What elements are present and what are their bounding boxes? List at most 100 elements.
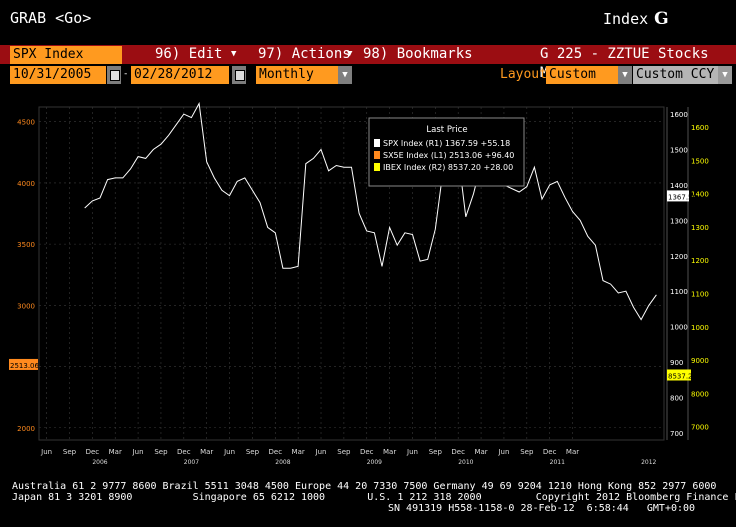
x-tick-label: Mar bbox=[566, 448, 579, 456]
r2-axis-tick-label: 14000 bbox=[691, 191, 709, 199]
actions-dropdown-icon[interactable]: ▼ bbox=[347, 49, 353, 59]
r2-axis-tick-label: 12000 bbox=[691, 257, 709, 265]
r2-axis-tick-label: 15000 bbox=[691, 157, 709, 165]
left-axis-tick-label: 2000 bbox=[17, 425, 35, 433]
x-tick-label: Sep bbox=[337, 448, 351, 456]
legend-swatch bbox=[374, 139, 380, 147]
r1-axis-tick-label: 1400 bbox=[670, 182, 688, 190]
x-tick-label: Sep bbox=[429, 448, 443, 456]
r1-axis-tick-label: 1100 bbox=[670, 288, 688, 296]
x-tick-label: Jun bbox=[223, 448, 235, 456]
layout-label: Layout bbox=[500, 67, 547, 82]
x-tick-label: Mar bbox=[383, 448, 396, 456]
footer-contacts-line2: Japan 81 3 3201 8900 Singapore 65 6212 1… bbox=[12, 492, 736, 503]
x-tick-label: Jun bbox=[315, 448, 327, 456]
actions-menu[interactable]: 97) Actions bbox=[258, 46, 351, 62]
r2-axis-tick-label: 10000 bbox=[691, 324, 709, 332]
legend-box bbox=[368, 117, 525, 187]
currency-select[interactable]: Custom CCY bbox=[633, 66, 718, 84]
spx-last-tag: 1367.59 bbox=[668, 193, 697, 201]
r1-axis-tick-label: 1200 bbox=[670, 253, 688, 261]
bookmarks-menu[interactable]: 98) Bookmarks bbox=[363, 46, 473, 62]
security-field[interactable]: SPX Index bbox=[10, 46, 122, 64]
r2-axis-tick-label: 7000 bbox=[691, 424, 709, 432]
x-tick-label: Dec bbox=[86, 448, 100, 456]
r2-axis-tick-label: 8000 bbox=[691, 390, 709, 398]
legend-title: Last Price bbox=[426, 125, 467, 135]
left-axis-tick-label: 4500 bbox=[17, 119, 35, 127]
legend-entry: IBEX Index (R2) 8537.20 +28.00 bbox=[383, 163, 513, 172]
x-tick-label: Dec bbox=[360, 448, 374, 456]
r2-axis-tick-label: 9000 bbox=[691, 357, 709, 365]
left-axis-tick-label: 3500 bbox=[17, 241, 35, 249]
x-tick-label: Dec bbox=[451, 448, 465, 456]
x-tick-label: Dec bbox=[543, 448, 557, 456]
start-date-field[interactable]: 10/31/2005 bbox=[10, 66, 106, 84]
ibex-last-tag-bg bbox=[667, 369, 691, 381]
left-axis-tick-label: 4000 bbox=[17, 180, 35, 188]
x-tick-label: Sep bbox=[154, 448, 168, 456]
x-year-label: 2011 bbox=[550, 459, 565, 465]
x-year-label: 2010 bbox=[458, 459, 473, 465]
date-separator-icon: - bbox=[123, 69, 129, 79]
footer-session-line: SN 491319 H558-1158-0 28-Feb-12 6:58:44 … bbox=[388, 503, 696, 514]
r1-axis-tick-label: 1600 bbox=[670, 111, 688, 119]
price-chart[interactable]: Jun Sep Dec Mar Jun Sep Dec Mar Jun Sep Dec Mar Jun S… bbox=[9, 95, 709, 465]
title-bar bbox=[0, 0, 736, 40]
x-tick-label: Jun bbox=[497, 448, 509, 456]
series-line-spx bbox=[84, 101, 657, 321]
sx5e-last-tag: 2513.06 bbox=[10, 362, 39, 370]
command-line[interactable]: GRAB <Go> bbox=[10, 9, 92, 27]
x-tick-label: Jun bbox=[40, 448, 52, 456]
x-tick-label: Sep bbox=[63, 448, 77, 456]
r2-axis-tick-label: 13000 bbox=[691, 224, 709, 232]
plot-area bbox=[38, 106, 665, 441]
x-year-label: 2009 bbox=[367, 459, 382, 465]
r1-axis-tick-label: 700 bbox=[670, 430, 683, 438]
legend-swatch bbox=[374, 151, 380, 159]
sx5e-last-tag-bg bbox=[9, 358, 38, 370]
x-tick-label: Dec bbox=[269, 448, 283, 456]
x-year-label: 2012 bbox=[641, 459, 656, 465]
currency-dropdown-icon[interactable]: ▼ bbox=[718, 66, 732, 84]
end-date-field[interactable]: 02/28/2012 bbox=[131, 66, 229, 84]
x-year-label: 2007 bbox=[184, 459, 199, 465]
g-function-icon[interactable]: G bbox=[654, 9, 669, 29]
r1-axis-tick-label: 1500 bbox=[670, 147, 688, 155]
legend-entry: SX5E Index (L1) 2513.06 +96.40 bbox=[383, 151, 514, 160]
r1-axis-tick-label: 800 bbox=[670, 394, 683, 402]
x-tick-label: Mar bbox=[292, 448, 305, 456]
spx-last-tag-bg bbox=[667, 190, 689, 202]
r1-axis-tick-label: 1000 bbox=[670, 324, 688, 332]
period-dropdown-icon[interactable]: ▼ bbox=[338, 66, 352, 84]
r2-axis-tick-label: 11000 bbox=[691, 290, 709, 298]
market-sector-label: Index G bbox=[603, 9, 669, 29]
x-tick-label: Dec bbox=[177, 448, 191, 456]
x-tick-label: Jun bbox=[406, 448, 418, 456]
edit-dropdown-icon[interactable]: ▼ bbox=[231, 49, 237, 59]
ibex-last-tag: 8537.20 bbox=[668, 372, 697, 380]
layout-dropdown-icon[interactable]: ▼ bbox=[618, 66, 632, 84]
legend-entry: SPX Index (R1) 1367.59 +55.18 bbox=[383, 139, 510, 148]
x-tick-label: Mar bbox=[200, 448, 213, 456]
period-select[interactable]: Monthly bbox=[256, 66, 338, 84]
x-tick-label: Mar bbox=[109, 448, 122, 456]
x-year-label: 2006 bbox=[92, 459, 107, 465]
x-tick-label: Sep bbox=[246, 448, 260, 456]
r1-axis-tick-label: 1300 bbox=[670, 217, 688, 225]
footer-contacts-line1: Australia 61 2 9777 8600 Brazil 5511 304… bbox=[12, 481, 717, 492]
layout-select[interactable]: Custom bbox=[546, 66, 618, 84]
toolbar-row bbox=[0, 45, 736, 64]
sector-text: Index bbox=[603, 10, 649, 28]
x-tick-label: Mar bbox=[474, 448, 487, 456]
r1-axis-tick-label: 900 bbox=[670, 359, 683, 367]
edit-menu[interactable]: 96) Edit bbox=[155, 46, 223, 62]
x-tick-label: Sep bbox=[520, 448, 534, 456]
start-calendar-icon[interactable] bbox=[107, 66, 121, 84]
r2-axis-tick-label: 16000 bbox=[691, 124, 709, 132]
x-year-label: 2008 bbox=[275, 459, 290, 465]
end-calendar-icon[interactable] bbox=[232, 66, 246, 84]
left-axis-tick-label: 3000 bbox=[17, 302, 35, 310]
x-tick-label: Jun bbox=[132, 448, 144, 456]
legend-swatch bbox=[374, 163, 380, 171]
